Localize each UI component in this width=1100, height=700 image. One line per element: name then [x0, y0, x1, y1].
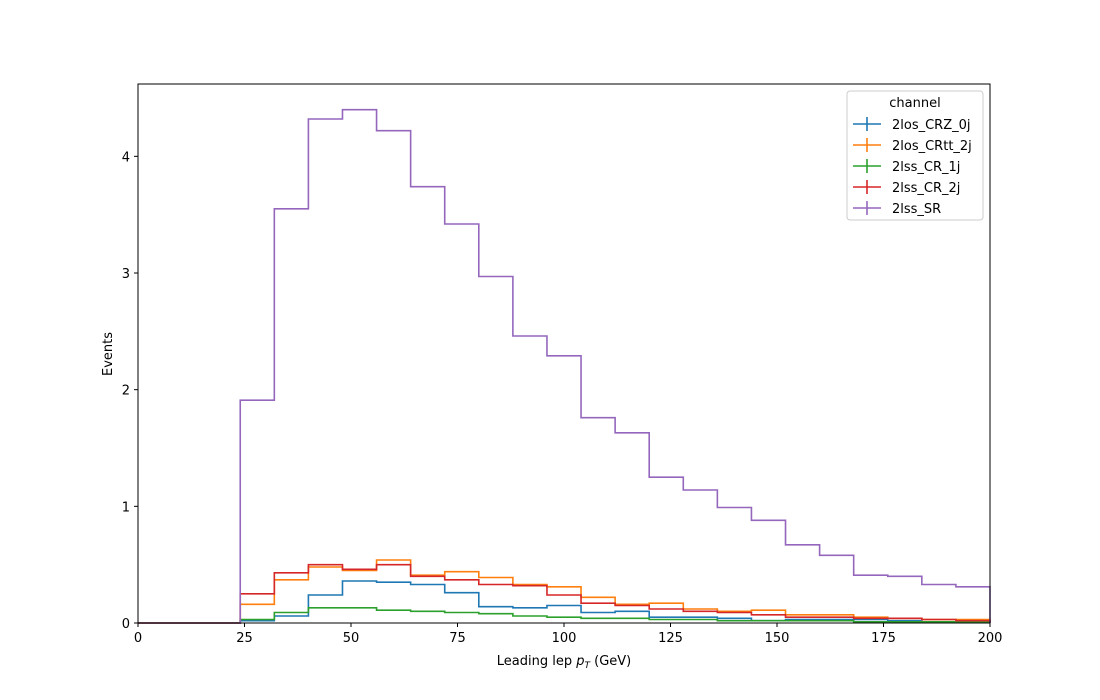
legend-label: 2lss_CR_2j — [892, 181, 960, 196]
legend-items: 2los_CRZ_0j 2los_CRtt_2j 2lss_CR_1j 2lss_CR… — [853, 117, 972, 217]
y-tick-label: 1 — [122, 500, 130, 515]
series-line-2lss_CR_2j — [138, 563, 991, 624]
legend-item-2lss_SR: 2lss_SR — [853, 201, 941, 217]
legend-label: 2los_CRtt_2j — [892, 139, 972, 154]
x-tick-label: 150 — [765, 631, 790, 646]
legend-item-2los_CRZ_0j: 2los_CRZ_0j — [853, 117, 971, 133]
y-axis-ticks: 0 1 2 3 4 — [122, 150, 138, 632]
x-axis-label-prefix: Leading lep — [497, 654, 576, 669]
x-axis-label-var: p — [575, 654, 584, 669]
x-axis-ticks: 0 25 50 75 100 125 150 175 200 — [134, 623, 1003, 646]
legend-item-2lss_CR_2j: 2lss_CR_2j — [853, 180, 960, 196]
x-tick-label: 0 — [134, 631, 142, 646]
x-axis-label-suffix: (GeV) — [590, 654, 631, 669]
series-line-2lss_SR — [138, 108, 991, 624]
x-tick-label: 25 — [236, 631, 253, 646]
x-axis-label-sub: T — [584, 661, 591, 671]
x-tick-label: 125 — [658, 631, 683, 646]
series-line-2lss_CR_1j — [138, 607, 991, 624]
y-tick-label: 0 — [122, 617, 130, 632]
y-axis-label: Events — [101, 332, 116, 376]
x-tick-label: 200 — [978, 631, 1003, 646]
y-tick-label: 3 — [122, 267, 130, 282]
x-tick-label: 100 — [552, 631, 577, 646]
x-tick-label: 175 — [871, 631, 896, 646]
legend-item-2los_CRtt_2j: 2los_CRtt_2j — [853, 138, 972, 154]
legend-label: 2los_CRZ_0j — [892, 118, 971, 133]
legend-item-2lss_CR_1j: 2lss_CR_1j — [853, 159, 960, 175]
legend-label: 2lss_CR_1j — [892, 160, 960, 175]
series-line-2los_CRtt_2j — [138, 559, 991, 624]
x-axis-label: Leading lep pT (GeV) — [497, 654, 631, 671]
y-tick-label: 2 — [122, 384, 130, 399]
x-tick-label: 75 — [449, 631, 466, 646]
series-layer — [138, 108, 991, 624]
x-tick-label: 50 — [343, 631, 360, 646]
legend-label: 2lss_SR — [892, 202, 941, 217]
legend: channel 2los_CRZ_0j 2los_CRtt_2j 2lss_CR_1… — [846, 90, 984, 221]
y-tick-label: 4 — [122, 150, 130, 165]
legend-title: channel — [889, 96, 940, 111]
